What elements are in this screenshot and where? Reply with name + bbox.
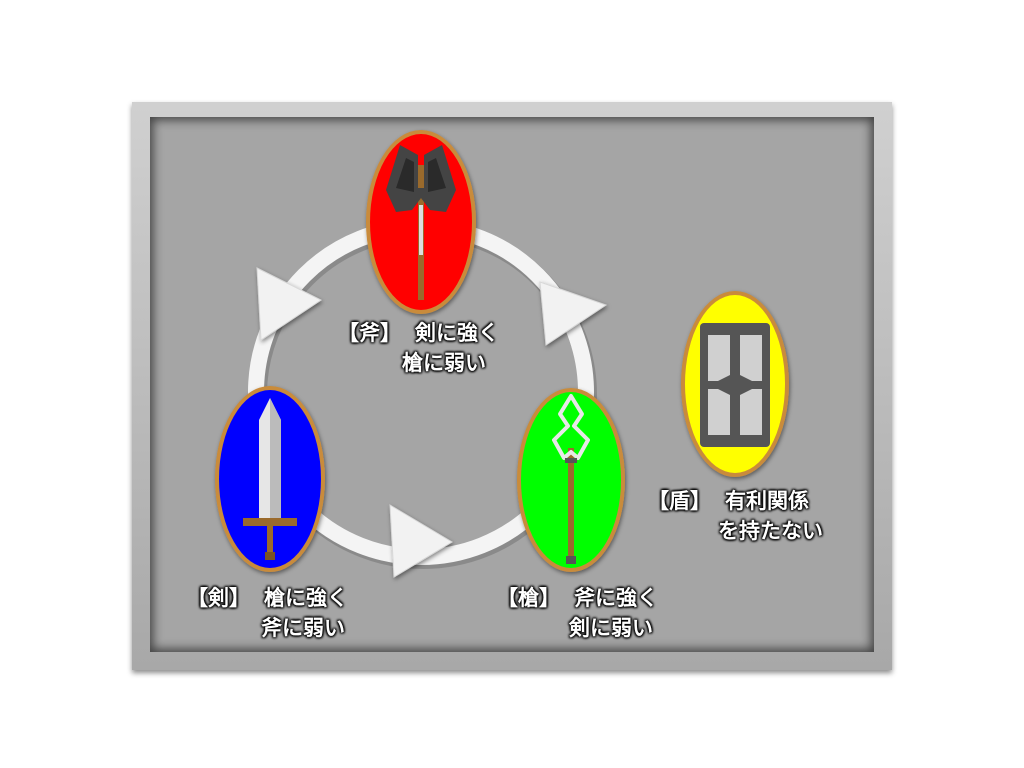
sword-icon <box>243 398 297 560</box>
sword-label: 【剣】 槍に強く 斧に弱い <box>187 583 348 643</box>
shield-icon <box>700 323 770 447</box>
sword-tag: 【剣】 <box>187 586 250 610</box>
axe-label: 【斧】 剣に強く 槍に弱い <box>338 318 499 378</box>
sword-strong-text: 槍に強く <box>264 586 348 610</box>
shield-weak-text: を持たない <box>718 519 823 543</box>
axe-weak-text: 槍に弱い <box>402 351 486 375</box>
arrow-axe-to-spear <box>539 281 608 346</box>
arrow-spear-to-sword <box>389 504 453 578</box>
sword-weak-text: 斧に弱い <box>261 616 345 640</box>
spear-icon <box>552 394 590 564</box>
spear-label: 【槍】 斧に強く 剣に弱い <box>497 583 658 643</box>
shield-strong-text: 有利関係 <box>725 489 809 513</box>
shield-label: 【盾】 有利関係 を持たない <box>648 486 823 546</box>
axe-tag: 【斧】 <box>338 321 401 345</box>
spear-weak-text: 剣に弱い <box>569 616 653 640</box>
spear-strong-text: 斧に強く <box>574 586 658 610</box>
spear-tag: 【槍】 <box>497 586 560 610</box>
arrow-sword-to-axe <box>256 267 322 341</box>
axe-strong-text: 剣に強く <box>415 321 499 345</box>
shield-tag: 【盾】 <box>648 489 711 513</box>
axe-icon <box>386 145 456 300</box>
